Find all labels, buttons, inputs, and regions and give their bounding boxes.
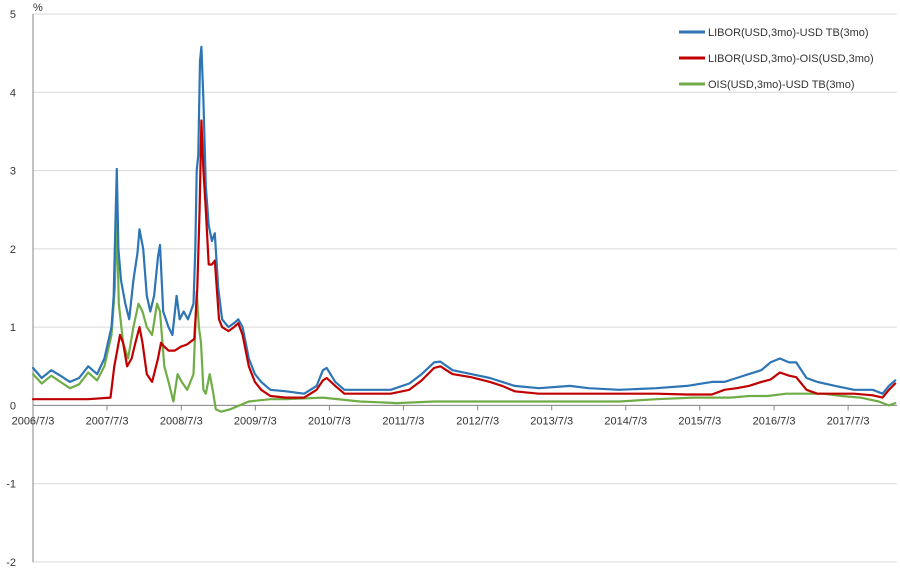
y-tick-label: -2 (6, 557, 16, 569)
y-axis-ticks: 5 4 3 2 1 0 -1 -2 (6, 9, 16, 569)
x-axis-ticks: 2006/7/3 2007/7/3 2008/7/3 2009/7/3 2010/7/3… (12, 405, 870, 427)
y-tick-label: 1 (10, 322, 16, 334)
x-tick-label: 2008/7/3 (160, 415, 203, 427)
x-tick-label: 2015/7/3 (678, 415, 721, 427)
x-tick-label: 2012/7/3 (456, 415, 499, 427)
x-tick-label: 2016/7/3 (753, 415, 796, 427)
x-tick-label: 2013/7/3 (530, 415, 573, 427)
x-tick-label: 2011/7/3 (382, 415, 424, 427)
y-tick-label: -1 (6, 479, 16, 491)
y-tick-label: 3 (10, 166, 16, 178)
x-tick-label: 2009/7/3 (234, 415, 277, 427)
x-tick-label: 2017/7/3 (827, 415, 870, 427)
legend-label-0: LIBOR(USD,3mo)-USD TB(3mo) (708, 27, 869, 39)
series-line-2 (31, 218, 897, 413)
legend-label-1: LIBOR(USD,3mo)-OIS(USD,3mo) (708, 53, 874, 65)
x-tick-label: 2010/7/3 (308, 415, 351, 427)
y-axis-label: % (33, 2, 43, 14)
y-tick-label: 5 (10, 9, 16, 21)
y-tick-label: 0 (10, 400, 16, 412)
series-line-1 (31, 119, 897, 401)
legend-label-2: OIS(USD,3mo)-USD TB(3mo) (708, 79, 854, 91)
series-lines (31, 45, 897, 413)
x-tick-label: 2007/7/3 (86, 415, 129, 427)
series-line-0 (31, 45, 897, 395)
legend: LIBOR(USD,3mo)-USD TB(3mo) LIBOR(USD,3mo)… (679, 27, 874, 91)
y-tick-label: 4 (10, 87, 16, 99)
y-tick-label: 2 (10, 244, 16, 256)
x-tick-label: 2014/7/3 (604, 415, 647, 427)
x-tick-label: 2006/7/3 (12, 415, 55, 427)
